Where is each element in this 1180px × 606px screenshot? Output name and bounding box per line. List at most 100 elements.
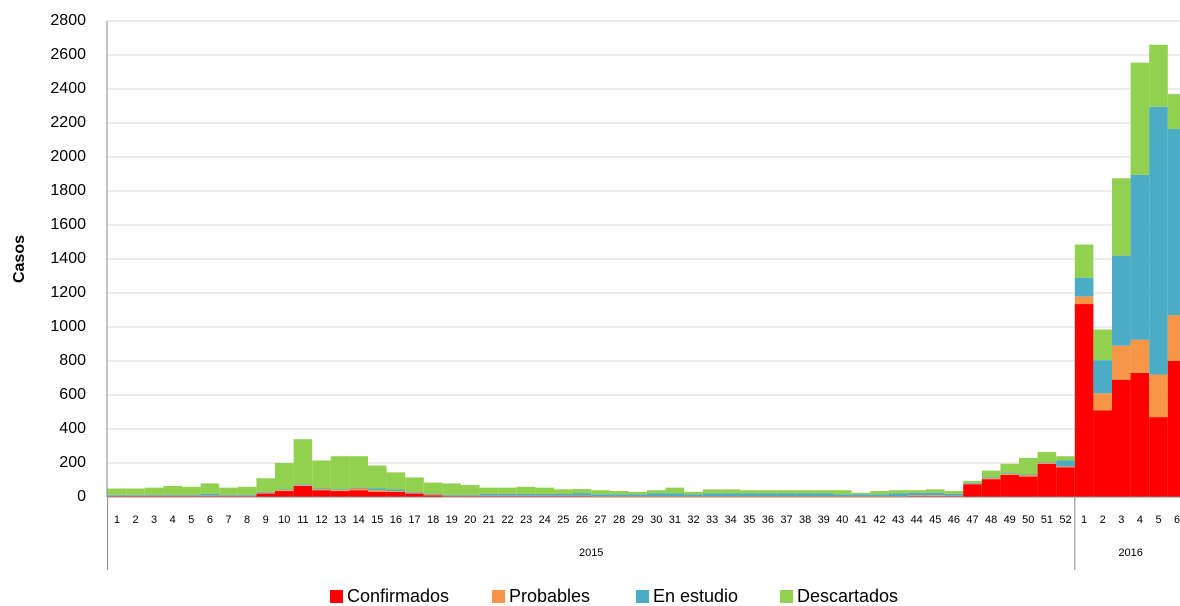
bar-segment [144, 494, 164, 496]
x-tick-label: 5 [1155, 514, 1161, 526]
bar-segment [814, 495, 833, 497]
bar-segment [851, 495, 871, 497]
x-tick-label: 14 [353, 514, 365, 526]
bar-segment [349, 488, 368, 491]
bar-segment [702, 493, 722, 496]
x-tick-label: 26 [576, 514, 588, 526]
group-label: 2015 [579, 547, 603, 559]
bar-segment [1130, 174, 1150, 340]
x-tick-label: 50 [1022, 514, 1034, 526]
bar-segment [665, 493, 685, 496]
bar-segment [275, 463, 294, 490]
bar-segment [1000, 474, 1019, 475]
bar-segment [163, 485, 182, 495]
x-tick-label: 28 [613, 514, 625, 526]
bar-segment [219, 487, 238, 495]
bar-segment [814, 493, 833, 496]
bar-segment [163, 494, 182, 496]
bar-segment [1019, 476, 1038, 497]
x-tick-label: 33 [706, 514, 718, 526]
bar-segment [330, 490, 350, 492]
bar-segment [405, 493, 424, 497]
bar-segment [1074, 304, 1094, 497]
x-tick-label: 15 [371, 514, 383, 526]
bar-segment [684, 495, 703, 497]
bar-segment [349, 487, 368, 489]
bar-segment [461, 495, 480, 497]
bar-segment [554, 495, 573, 497]
x-tick-label: 51 [1041, 514, 1053, 526]
bar-segment [200, 493, 220, 496]
bar-segment [182, 486, 201, 495]
bar-segment [740, 493, 759, 496]
x-tick-label: 18 [427, 514, 439, 526]
x-tick-label: 10 [278, 514, 290, 526]
bar-segment [535, 487, 554, 494]
bar-segment [1167, 315, 1180, 361]
x-tick-label: 52 [1059, 514, 1071, 526]
bar-segment [963, 482, 982, 484]
bar-segment [795, 493, 815, 496]
x-tick-label: 40 [836, 514, 848, 526]
x-tick-label: 1 [1081, 514, 1087, 526]
bar-segment [386, 489, 406, 492]
bar-segment [442, 483, 461, 495]
bar-segment [1056, 456, 1075, 461]
bar-segment [1093, 360, 1112, 394]
bar-segment [907, 490, 926, 493]
bar-segment [1112, 178, 1131, 256]
x-tick-label: 46 [948, 514, 960, 526]
bar-segment [665, 487, 685, 494]
bar-segment [1019, 474, 1038, 475]
bar-segment [405, 491, 424, 493]
bar-segment [368, 488, 387, 491]
bar-segment [312, 489, 331, 491]
bar-segment [1019, 474, 1038, 477]
bar-segment [888, 493, 908, 496]
bar-segment [1149, 417, 1168, 497]
bar-segment [851, 492, 871, 495]
bar-segment [516, 493, 536, 496]
bar-segment [126, 495, 145, 497]
x-tick-label: 13 [334, 514, 346, 526]
bar-segment [535, 493, 554, 496]
bar-segment [591, 494, 610, 496]
bar-segment [107, 495, 127, 497]
y-tick-label: 800 [59, 352, 86, 369]
bar-segment [330, 456, 350, 490]
bar-segment [200, 495, 220, 497]
bar-segment [1000, 473, 1019, 475]
bar-segment [1149, 106, 1168, 375]
x-tick-label: 4 [1137, 514, 1143, 526]
x-tick-label: 24 [539, 514, 551, 526]
y-tick-label: 2200 [50, 114, 86, 131]
bar-segment [833, 490, 852, 495]
legend-label: Confirmados [347, 586, 449, 606]
bar-segment [1149, 374, 1168, 418]
bar-segment [256, 493, 275, 497]
bar-segment [907, 492, 926, 496]
legend-label: Probables [509, 586, 590, 606]
bar-segment [1000, 463, 1019, 474]
bar-segment [981, 477, 1001, 479]
bar-segment [237, 486, 257, 495]
bar-segment [795, 490, 815, 494]
bar-segment [312, 490, 331, 497]
x-tick-label: 4 [170, 514, 176, 526]
x-tick-label: 37 [780, 514, 792, 526]
x-tick-label: 19 [446, 514, 458, 526]
bar-segment [684, 494, 703, 496]
bar-segment [1037, 463, 1057, 464]
bar-segment [126, 488, 145, 495]
x-tick-label: 20 [464, 514, 476, 526]
bar-segment [981, 470, 1001, 478]
bar-segment [1167, 128, 1180, 316]
bar-segment [647, 493, 666, 496]
bar-segment [833, 494, 852, 496]
bar-segment [870, 495, 889, 497]
bar-segment [554, 489, 573, 494]
x-tick-label: 25 [557, 514, 569, 526]
bar-segment [293, 485, 313, 497]
bar-segment [479, 493, 499, 496]
